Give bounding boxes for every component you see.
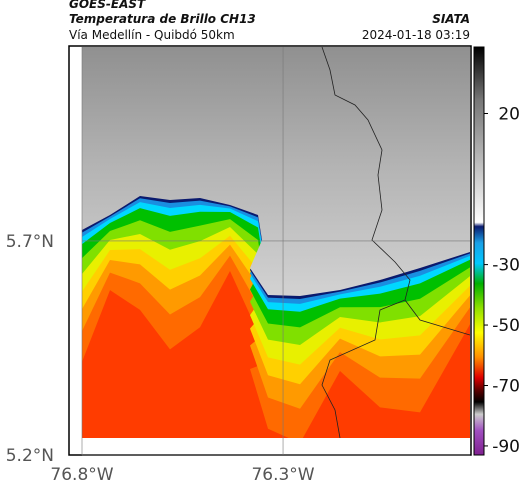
border-line (321, 47, 470, 336)
lat-label: 5.2°N (6, 446, 54, 466)
colorbar-label: -50 (492, 316, 520, 336)
title: Temperatura de Brillo CH13 (69, 12, 256, 26)
colorbar-label: -30 (492, 256, 520, 276)
colorbar-label: -70 (492, 376, 520, 396)
lat-label: 5.7°N (6, 232, 54, 252)
colorbar-label: -90 (492, 437, 520, 457)
colorbar-label: 20 (498, 104, 520, 124)
border-line (321, 299, 406, 438)
source: GOES-EAST (69, 0, 146, 11)
colorbar (473, 46, 485, 456)
datetime: 2024-01-18 03:19 (362, 28, 470, 42)
agency: SIATA (432, 12, 470, 26)
subtitle: Vía Medellín - Quibdó 50km (69, 28, 235, 42)
lon-label: 76.8°W (50, 465, 113, 485)
cloud-band (82, 47, 470, 296)
imagery (82, 47, 470, 438)
lon-label: 76.3°W (251, 465, 314, 485)
